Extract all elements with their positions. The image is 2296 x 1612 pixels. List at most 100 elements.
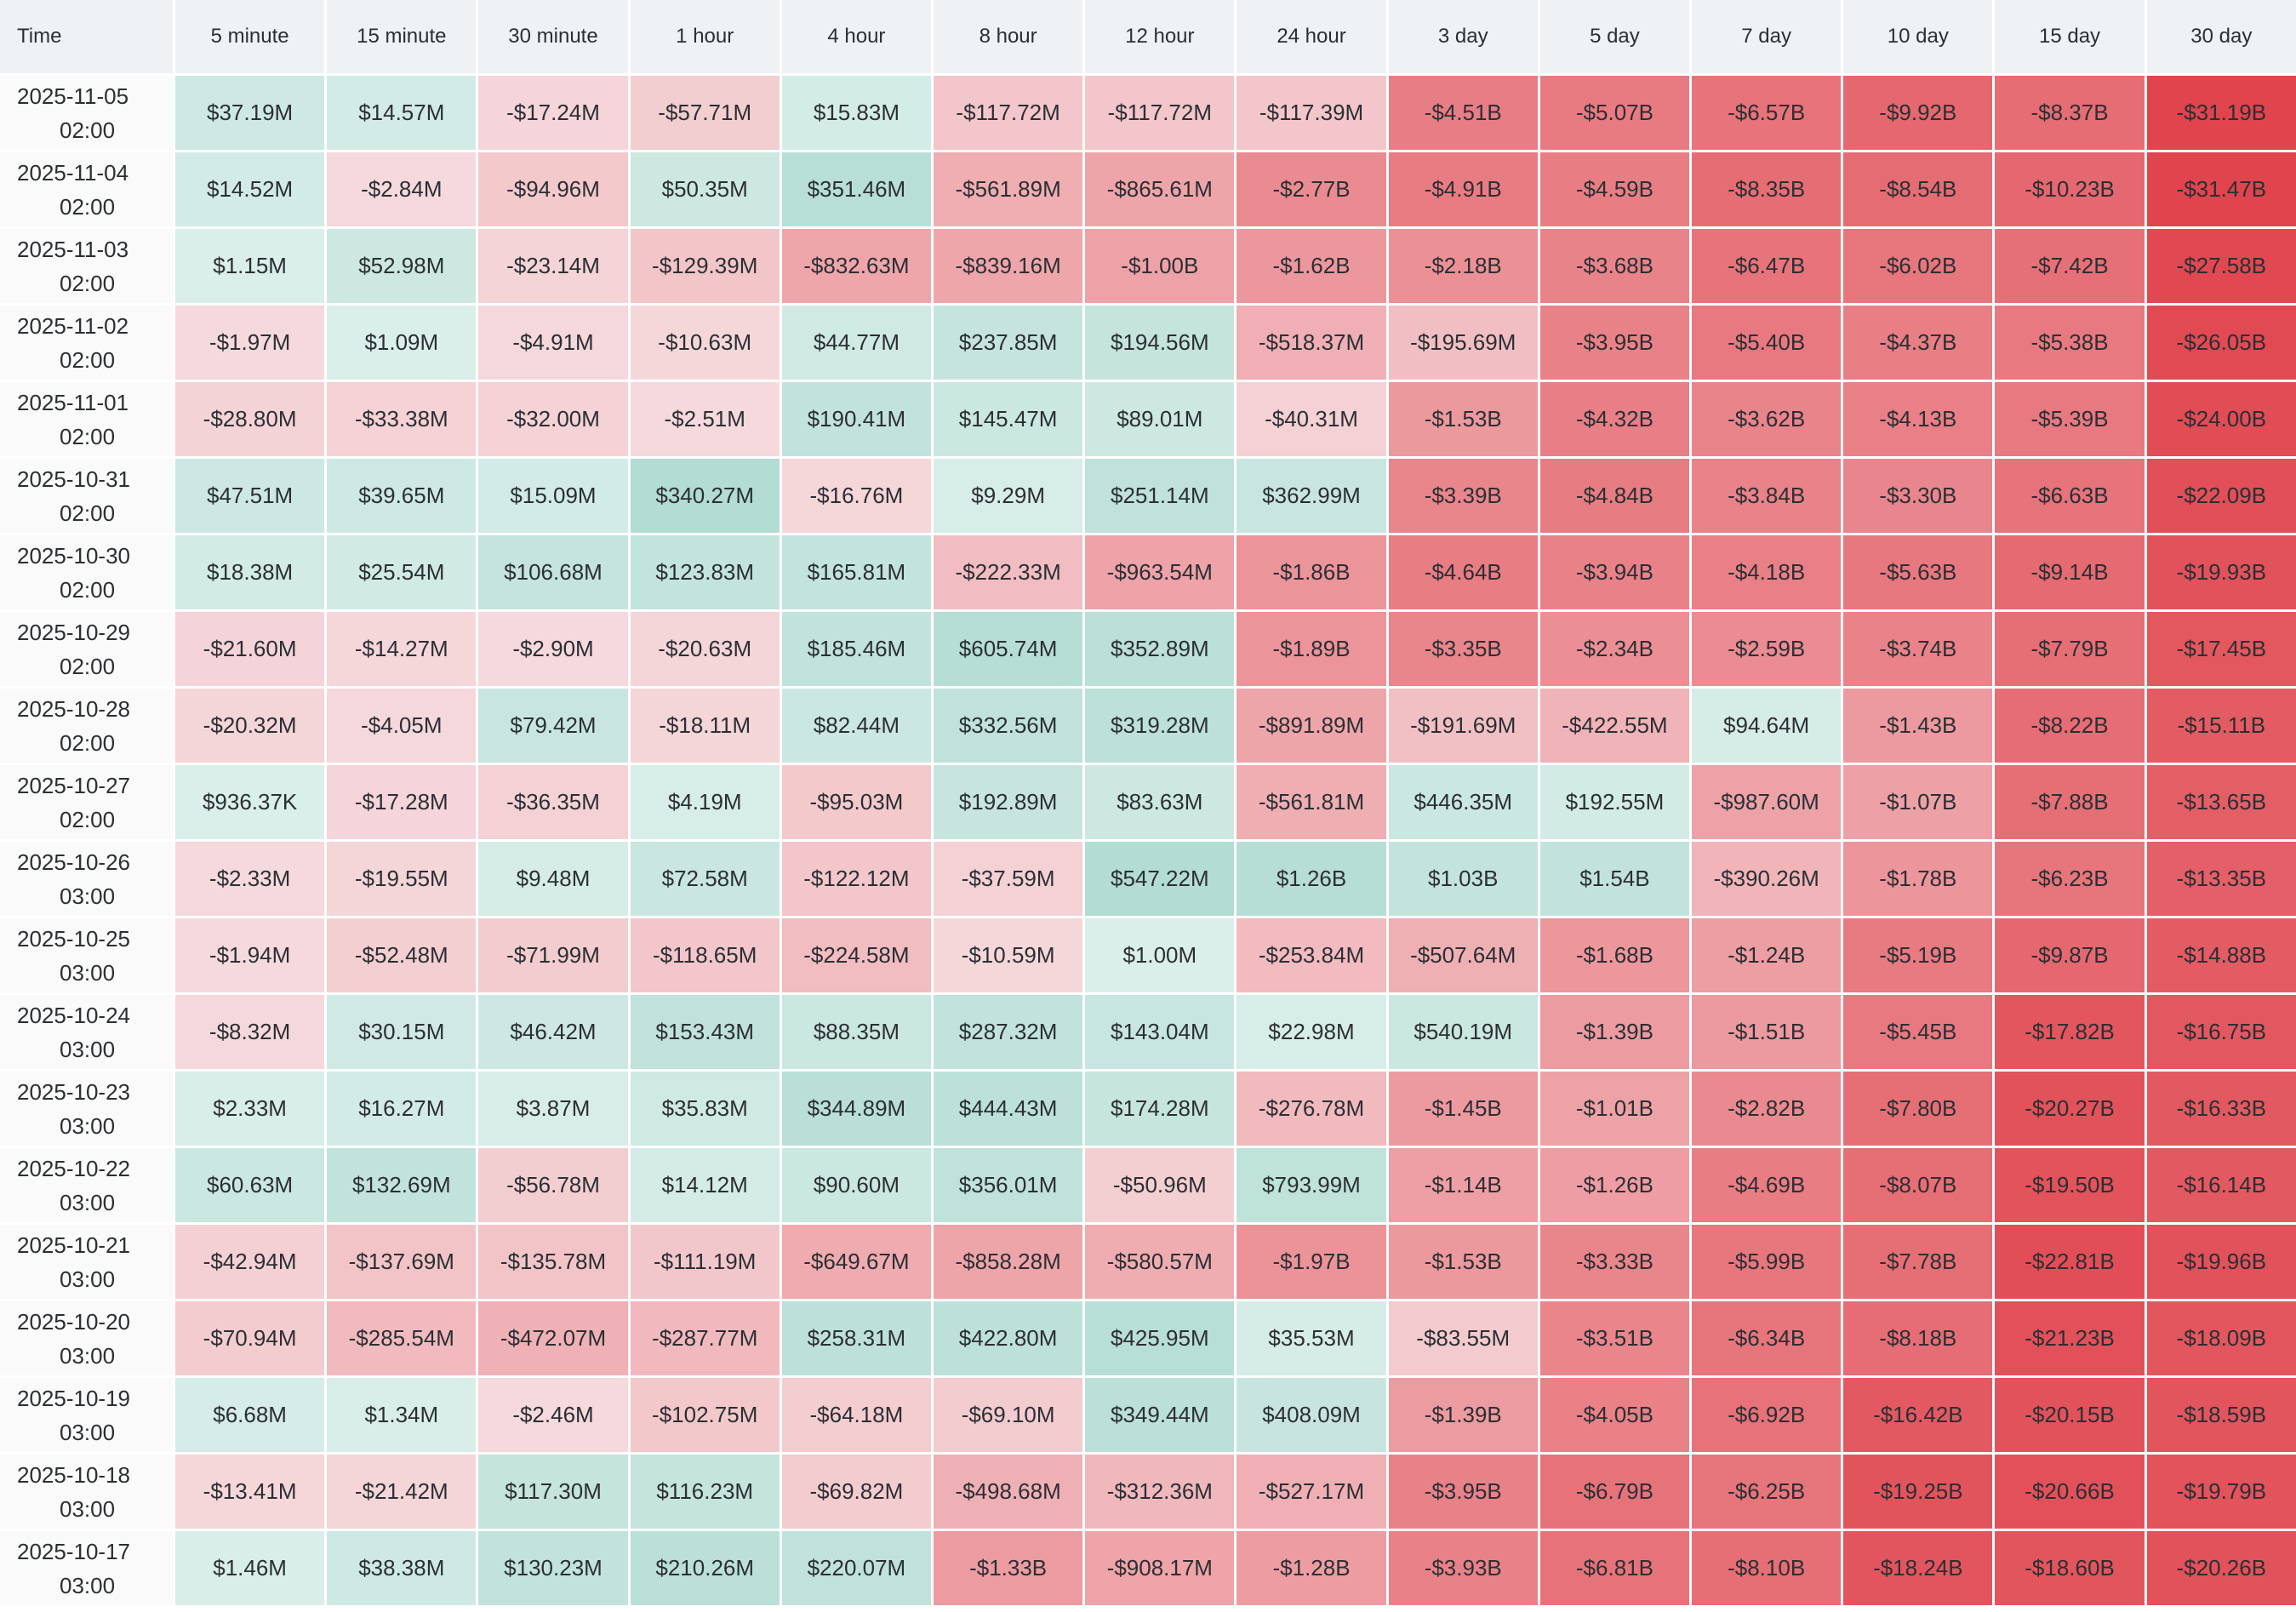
value-cell[interactable]: -$858.28M bbox=[934, 1225, 1083, 1299]
value-cell[interactable]: -$18.60B bbox=[1995, 1531, 2145, 1605]
value-cell[interactable]: -$2.51M bbox=[630, 382, 780, 456]
value-cell[interactable]: -$4.18B bbox=[1692, 535, 1842, 609]
value-cell[interactable]: -$2.84M bbox=[327, 152, 477, 226]
column-header[interactable]: 5 day bbox=[1539, 0, 1690, 73]
value-cell[interactable]: -$3.33B bbox=[1539, 1225, 1690, 1299]
value-cell[interactable]: -$137.69M bbox=[327, 1225, 477, 1299]
value-cell[interactable]: $15.09M bbox=[478, 459, 628, 533]
value-cell[interactable]: -$64.18M bbox=[781, 1378, 932, 1452]
value-cell[interactable]: $15.83M bbox=[781, 76, 932, 150]
value-cell[interactable]: -$24.00B bbox=[2146, 382, 2296, 456]
value-cell[interactable]: $165.81M bbox=[781, 535, 932, 609]
value-cell[interactable]: $1.26B bbox=[1237, 842, 1386, 916]
value-cell[interactable]: -$1.53B bbox=[1388, 382, 1538, 456]
column-header[interactable]: 12 hour bbox=[1085, 0, 1235, 73]
value-cell[interactable]: -$21.60M bbox=[175, 612, 325, 686]
value-cell[interactable]: -$20.63M bbox=[630, 612, 780, 686]
value-cell[interactable]: $352.89M bbox=[1085, 612, 1235, 686]
value-cell[interactable]: -$9.87B bbox=[1995, 918, 2145, 992]
value-cell[interactable]: $25.54M bbox=[327, 535, 477, 609]
value-cell[interactable]: $1.46M bbox=[175, 1531, 325, 1605]
value-cell[interactable]: -$1.01B bbox=[1539, 1072, 1690, 1146]
value-cell[interactable]: -$117.72M bbox=[934, 76, 1083, 150]
value-cell[interactable]: $1.15M bbox=[175, 229, 325, 303]
value-cell[interactable]: -$649.67M bbox=[781, 1225, 932, 1299]
value-cell[interactable]: -$4.91M bbox=[478, 306, 628, 380]
value-cell[interactable]: -$33.38M bbox=[327, 382, 477, 456]
value-cell[interactable]: $1.34M bbox=[327, 1378, 477, 1452]
value-cell[interactable]: -$129.39M bbox=[630, 229, 780, 303]
value-cell[interactable]: -$28.80M bbox=[175, 382, 325, 456]
value-cell[interactable]: -$32.00M bbox=[478, 382, 628, 456]
value-cell[interactable]: -$18.24B bbox=[1843, 1531, 1993, 1605]
value-cell[interactable]: -$16.33B bbox=[2146, 1072, 2296, 1146]
value-cell[interactable]: -$4.69B bbox=[1692, 1148, 1842, 1222]
value-cell[interactable]: $344.89M bbox=[781, 1072, 932, 1146]
value-cell[interactable]: $4.19M bbox=[630, 765, 780, 839]
value-cell[interactable]: $362.99M bbox=[1237, 459, 1386, 533]
value-cell[interactable]: -$5.19B bbox=[1843, 918, 1993, 992]
value-cell[interactable]: -$287.77M bbox=[630, 1301, 780, 1375]
value-cell[interactable]: -$36.35M bbox=[478, 765, 628, 839]
value-cell[interactable]: -$1.97M bbox=[175, 306, 325, 380]
value-cell[interactable]: -$1.89B bbox=[1237, 612, 1386, 686]
value-cell[interactable]: -$26.05B bbox=[2146, 306, 2296, 380]
value-cell[interactable]: -$52.48M bbox=[327, 918, 477, 992]
value-cell[interactable]: -$10.23B bbox=[1995, 152, 2145, 226]
value-cell[interactable]: $174.28M bbox=[1085, 1072, 1235, 1146]
value-cell[interactable]: $1.00M bbox=[1085, 918, 1235, 992]
value-cell[interactable]: -$8.32M bbox=[175, 995, 325, 1069]
value-cell[interactable]: -$6.63B bbox=[1995, 459, 2145, 533]
value-cell[interactable]: -$8.18B bbox=[1843, 1301, 1993, 1375]
value-cell[interactable]: $22.98M bbox=[1237, 995, 1386, 1069]
value-cell[interactable]: $60.63M bbox=[175, 1148, 325, 1222]
value-cell[interactable]: $3.87M bbox=[478, 1072, 628, 1146]
value-cell[interactable]: -$69.82M bbox=[781, 1455, 932, 1529]
value-cell[interactable]: -$7.88B bbox=[1995, 765, 2145, 839]
value-cell[interactable]: -$3.35B bbox=[1388, 612, 1538, 686]
value-cell[interactable]: $46.42M bbox=[478, 995, 628, 1069]
value-cell[interactable]: -$891.89M bbox=[1237, 689, 1386, 763]
column-header[interactable]: 24 hour bbox=[1237, 0, 1386, 73]
value-cell[interactable]: -$527.17M bbox=[1237, 1455, 1386, 1529]
value-cell[interactable]: -$10.63M bbox=[630, 306, 780, 380]
value-cell[interactable]: -$390.26M bbox=[1692, 842, 1842, 916]
value-cell[interactable]: -$6.02B bbox=[1843, 229, 1993, 303]
value-cell[interactable]: -$7.42B bbox=[1995, 229, 2145, 303]
value-cell[interactable]: -$4.91B bbox=[1388, 152, 1538, 226]
value-cell[interactable]: $44.77M bbox=[781, 306, 932, 380]
value-cell[interactable]: -$276.78M bbox=[1237, 1072, 1386, 1146]
column-header-time[interactable]: Time bbox=[0, 0, 173, 73]
value-cell[interactable]: -$963.54M bbox=[1085, 535, 1235, 609]
column-header[interactable]: 30 minute bbox=[478, 0, 628, 73]
value-cell[interactable]: -$518.37M bbox=[1237, 306, 1386, 380]
value-cell[interactable]: -$19.79B bbox=[2146, 1455, 2296, 1529]
value-cell[interactable]: -$69.10M bbox=[934, 1378, 1083, 1452]
column-header[interactable]: 8 hour bbox=[934, 0, 1083, 73]
value-cell[interactable]: $287.32M bbox=[934, 995, 1083, 1069]
value-cell[interactable]: -$9.14B bbox=[1995, 535, 2145, 609]
value-cell[interactable]: $258.31M bbox=[781, 1301, 932, 1375]
value-cell[interactable]: -$19.25B bbox=[1843, 1455, 1993, 1529]
value-cell[interactable]: $190.41M bbox=[781, 382, 932, 456]
value-cell[interactable]: -$135.78M bbox=[478, 1225, 628, 1299]
value-cell[interactable]: $1.03B bbox=[1388, 842, 1538, 916]
value-cell[interactable]: -$20.66B bbox=[1995, 1455, 2145, 1529]
value-cell[interactable]: -$20.15B bbox=[1995, 1378, 2145, 1452]
value-cell[interactable]: $82.44M bbox=[781, 689, 932, 763]
value-cell[interactable]: -$17.28M bbox=[327, 765, 477, 839]
value-cell[interactable]: -$16.75B bbox=[2146, 995, 2296, 1069]
value-cell[interactable]: $547.22M bbox=[1085, 842, 1235, 916]
value-cell[interactable]: -$5.38B bbox=[1995, 306, 2145, 380]
value-cell[interactable]: -$1.07B bbox=[1843, 765, 1993, 839]
value-cell[interactable]: $39.65M bbox=[327, 459, 477, 533]
value-cell[interactable]: -$222.33M bbox=[934, 535, 1083, 609]
value-cell[interactable]: -$3.93B bbox=[1388, 1531, 1538, 1605]
value-cell[interactable]: -$102.75M bbox=[630, 1378, 780, 1452]
value-cell[interactable]: -$6.92B bbox=[1692, 1378, 1842, 1452]
value-cell[interactable]: -$4.59B bbox=[1539, 152, 1690, 226]
value-cell[interactable]: -$224.58M bbox=[781, 918, 932, 992]
value-cell[interactable]: -$71.99M bbox=[478, 918, 628, 992]
value-cell[interactable]: -$17.24M bbox=[478, 76, 628, 150]
value-cell[interactable]: -$19.93B bbox=[2146, 535, 2296, 609]
